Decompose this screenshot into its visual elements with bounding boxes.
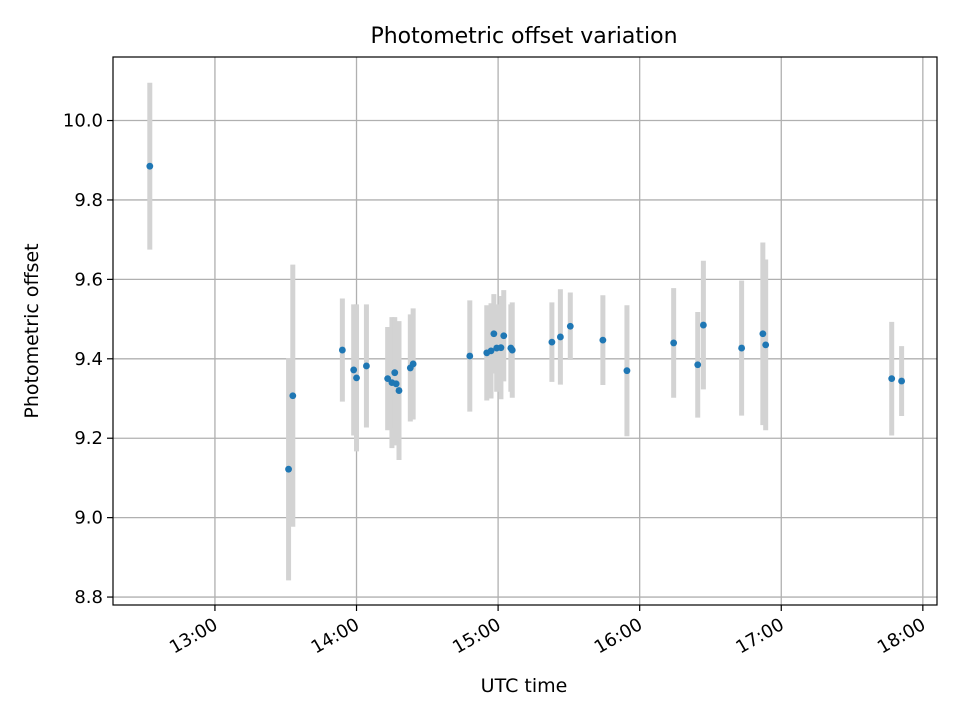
data-point [409,360,417,368]
data-point [146,162,154,170]
data-point [888,375,896,383]
data-point [395,387,403,394]
data-point [466,352,474,360]
data-point [487,347,495,355]
y-axis-ticks: 8.8 9.0 9.2 9.4 9.6 9.8 10.0 [63,111,113,608]
grid-lines [113,57,937,605]
data-point [556,333,564,341]
y-tick-label: 9.4 [74,349,103,370]
data-point [391,369,399,377]
y-tick-label: 9.0 [74,508,103,529]
data-point [508,346,516,354]
y-tick-label: 8.8 [74,587,103,608]
data-point [623,367,631,375]
data-point [500,332,508,340]
data-point [338,346,346,354]
data-point [289,392,297,400]
data-point [490,330,498,338]
data-point [363,362,370,370]
y-tick-label: 9.2 [74,428,103,449]
y-tick-label: 9.8 [74,190,103,211]
data-point [548,338,556,346]
y-tick-label: 10.0 [63,111,103,132]
data-point [699,321,707,329]
chart-title: Photometric offset variation [370,24,677,49]
data-points [146,162,906,473]
data-point [353,374,360,382]
y-tick-label: 9.6 [74,269,103,290]
data-point [670,339,678,347]
data-point [285,465,292,473]
x-axis-label: UTC time [481,675,568,697]
data-point [384,375,392,383]
data-point [350,366,358,374]
data-point [497,344,505,352]
data-point [566,322,574,330]
data-point [694,361,702,369]
plot-frame [112,56,938,606]
data-point [738,344,746,352]
data-point [762,341,770,349]
data-point [599,336,607,344]
data-point [898,377,906,385]
y-axis-label: Photometric offset [21,243,43,418]
data-point [759,330,767,338]
data-point [392,380,400,388]
